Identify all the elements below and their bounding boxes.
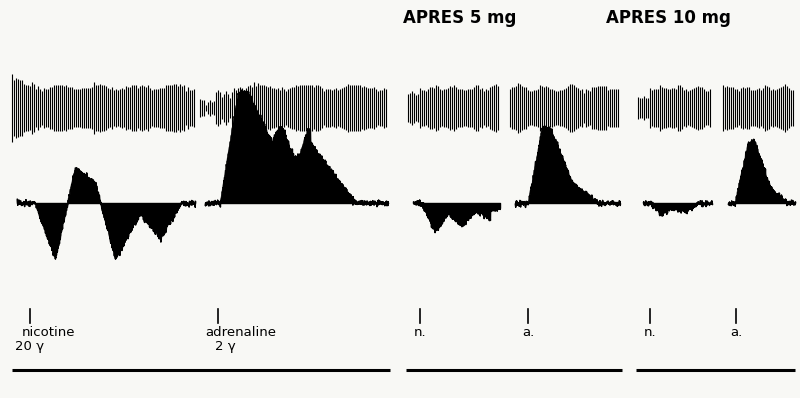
Text: a.: a. xyxy=(730,326,742,339)
Text: a.: a. xyxy=(522,326,534,339)
Text: n.: n. xyxy=(414,326,426,339)
Text: APRES 5 mg: APRES 5 mg xyxy=(403,9,517,27)
Text: nicotine: nicotine xyxy=(22,326,75,339)
Text: n.: n. xyxy=(644,326,657,339)
Text: 2 γ: 2 γ xyxy=(214,340,235,353)
Text: 20 γ: 20 γ xyxy=(15,340,45,353)
Text: adrenaline: adrenaline xyxy=(205,326,276,339)
Text: APRES 10 mg: APRES 10 mg xyxy=(606,9,730,27)
